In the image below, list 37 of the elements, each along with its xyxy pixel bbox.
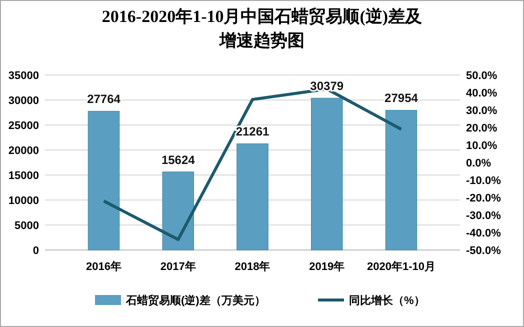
data-label: 15624 [161,152,196,167]
y2-tick-label: -10.0% [466,175,502,187]
y-tick-label: 10000 [8,195,39,207]
y2-tick-label: 0.0% [466,158,492,170]
y-tick-label: 5000 [14,220,39,232]
y2-tick-label: -40.0% [466,228,502,240]
x-tick-label: 2016年 [86,260,122,273]
data-label: 27954 [384,91,418,106]
y-tick-label: 20000 [8,145,39,157]
chart-title: 2016-2020年1-10月中国石蜡贸易顺(逆)差及增速趋势图 [102,7,424,50]
x-tick-label: 2018年 [234,260,270,273]
data-label: 27764 [87,92,121,106]
x-tick-label: 2017年 [160,260,196,273]
y2-tick-label: 50.0% [466,70,498,82]
y2-tick-label: -20.0% [466,192,502,204]
y-tick-label: 25000 [8,120,39,132]
y-tick-label: 30000 [8,95,39,107]
y-tick-label: 35000 [8,70,39,82]
bar [236,143,268,250]
y2-tick-label: -30.0% [466,210,502,222]
bar [162,172,194,250]
legend-label: 同比增长（%） [349,294,425,307]
y-tick-label: 0 [32,245,39,257]
data-label: 21261 [236,124,270,139]
y-tick-label: 15000 [8,170,39,182]
y2-tick-label: -50.0% [466,245,502,257]
y2-tick-label: 30.0% [466,105,498,117]
y2-tick-label: 20.0% [466,122,498,134]
bar [88,110,120,250]
bar [385,110,418,250]
bar [311,98,343,250]
y2-tick-label: 40.0% [466,88,498,100]
legend-label: 石蜡贸易顺(逆)差（万美元） [125,294,266,307]
y2-tick-label: 10.0% [466,140,498,152]
x-tick-label: 2019年 [309,260,345,273]
x-tick-label: 2020年1-10月 [366,260,436,273]
data-label: 30379 [310,79,344,94]
